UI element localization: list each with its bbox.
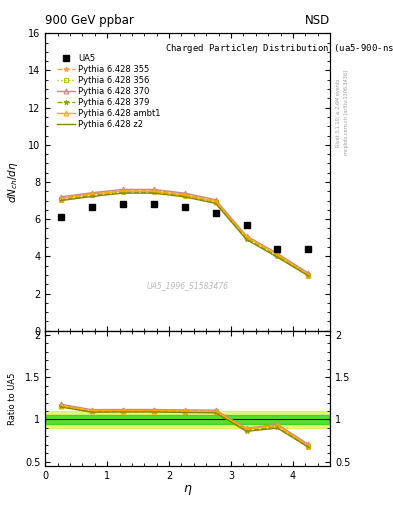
- Line: UA5: UA5: [57, 201, 312, 252]
- Pythia 6.428 ambt1: [213, 199, 218, 205]
- Pythia 6.428 379: [151, 189, 156, 195]
- UA5: [151, 201, 156, 207]
- Pythia 6.428 z2: [244, 237, 249, 243]
- Pythia 6.428 356: [306, 272, 311, 278]
- Pythia 6.428 379: [182, 193, 187, 199]
- Pythia 6.428 z2: [151, 190, 156, 196]
- Pythia 6.428 379: [306, 273, 311, 279]
- UA5: [120, 201, 125, 207]
- Pythia 6.428 z2: [213, 200, 218, 206]
- Pythia 6.428 370: [151, 186, 156, 193]
- Pythia 6.428 ambt1: [275, 251, 280, 258]
- UA5: [58, 214, 63, 220]
- Pythia 6.428 356: [244, 234, 249, 241]
- Text: 900 GeV ppbar: 900 GeV ppbar: [45, 14, 134, 27]
- Pythia 6.428 370: [213, 197, 218, 203]
- Pythia 6.428 370: [275, 250, 280, 257]
- Pythia 6.428 ambt1: [151, 188, 156, 195]
- Pythia 6.428 355: [120, 187, 125, 194]
- UA5: [306, 246, 311, 252]
- Text: UA5_1996_S1583476: UA5_1996_S1583476: [147, 282, 229, 291]
- Pythia 6.428 z2: [120, 190, 125, 196]
- Pythia 6.428 379: [244, 236, 249, 242]
- UA5: [89, 204, 94, 210]
- Pythia 6.428 379: [89, 193, 94, 199]
- Pythia 6.428 356: [89, 191, 94, 198]
- Pythia 6.428 356: [213, 199, 218, 205]
- Pythia 6.428 370: [182, 190, 187, 196]
- Pythia 6.428 370: [244, 233, 249, 239]
- Line: Pythia 6.428 ambt1: Pythia 6.428 ambt1: [58, 189, 311, 278]
- Pythia 6.428 356: [120, 188, 125, 195]
- Pythia 6.428 379: [213, 199, 218, 205]
- Pythia 6.428 355: [244, 234, 249, 240]
- Pythia 6.428 370: [89, 190, 94, 196]
- Y-axis label: $dN_{ch}/d\eta$: $dN_{ch}/d\eta$: [6, 161, 20, 203]
- Text: Charged Particle$\eta$ Distribution (ua5-900-nsd6): Charged Particle$\eta$ Distribution (ua5…: [165, 42, 393, 55]
- Line: Pythia 6.428 370: Pythia 6.428 370: [58, 187, 311, 275]
- Pythia 6.428 z2: [182, 194, 187, 200]
- Pythia 6.428 379: [120, 189, 125, 195]
- Line: Pythia 6.428 356: Pythia 6.428 356: [58, 189, 311, 278]
- Pythia 6.428 z2: [58, 198, 63, 204]
- Pythia 6.428 379: [275, 253, 280, 260]
- Pythia 6.428 z2: [275, 254, 280, 261]
- Text: NSD: NSD: [305, 14, 330, 27]
- Pythia 6.428 z2: [89, 194, 94, 200]
- UA5: [213, 209, 218, 216]
- Pythia 6.428 356: [275, 252, 280, 259]
- Pythia 6.428 ambt1: [182, 192, 187, 198]
- Pythia 6.428 ambt1: [120, 188, 125, 195]
- Text: Rivet 3.1.10; ≥ 2.6M events: Rivet 3.1.10; ≥ 2.6M events: [336, 78, 341, 147]
- UA5: [275, 246, 280, 252]
- Bar: [45, 415, 330, 423]
- Pythia 6.428 ambt1: [89, 191, 94, 197]
- Text: mcplots.cern.ch [arXiv:1306.3436]: mcplots.cern.ch [arXiv:1306.3436]: [344, 70, 349, 155]
- Y-axis label: Ratio to UA5: Ratio to UA5: [8, 372, 17, 424]
- Pythia 6.428 ambt1: [58, 196, 63, 202]
- Pythia 6.428 370: [58, 194, 63, 200]
- Pythia 6.428 356: [182, 192, 187, 198]
- UA5: [182, 204, 187, 210]
- Pythia 6.428 379: [58, 197, 63, 203]
- Bar: [45, 411, 330, 428]
- Pythia 6.428 355: [151, 187, 156, 194]
- Line: Pythia 6.428 z2: Pythia 6.428 z2: [61, 193, 309, 276]
- Pythia 6.428 ambt1: [306, 272, 311, 278]
- UA5: [244, 222, 249, 228]
- Pythia 6.428 356: [58, 196, 63, 202]
- Line: Pythia 6.428 355: Pythia 6.428 355: [58, 188, 311, 276]
- Pythia 6.428 355: [182, 191, 187, 197]
- Pythia 6.428 355: [275, 251, 280, 258]
- Pythia 6.428 355: [58, 195, 63, 201]
- X-axis label: η: η: [184, 482, 192, 495]
- Legend: UA5, Pythia 6.428 355, Pythia 6.428 356, Pythia 6.428 370, Pythia 6.428 379, Pyt: UA5, Pythia 6.428 355, Pythia 6.428 356,…: [53, 51, 164, 133]
- Pythia 6.428 z2: [306, 273, 311, 279]
- Pythia 6.428 356: [151, 188, 156, 195]
- Pythia 6.428 355: [306, 271, 311, 277]
- Pythia 6.428 370: [120, 186, 125, 193]
- Pythia 6.428 ambt1: [244, 234, 249, 240]
- Pythia 6.428 370: [306, 270, 311, 276]
- Pythia 6.428 355: [213, 198, 218, 204]
- Line: Pythia 6.428 379: Pythia 6.428 379: [58, 190, 311, 279]
- Pythia 6.428 355: [89, 190, 94, 197]
